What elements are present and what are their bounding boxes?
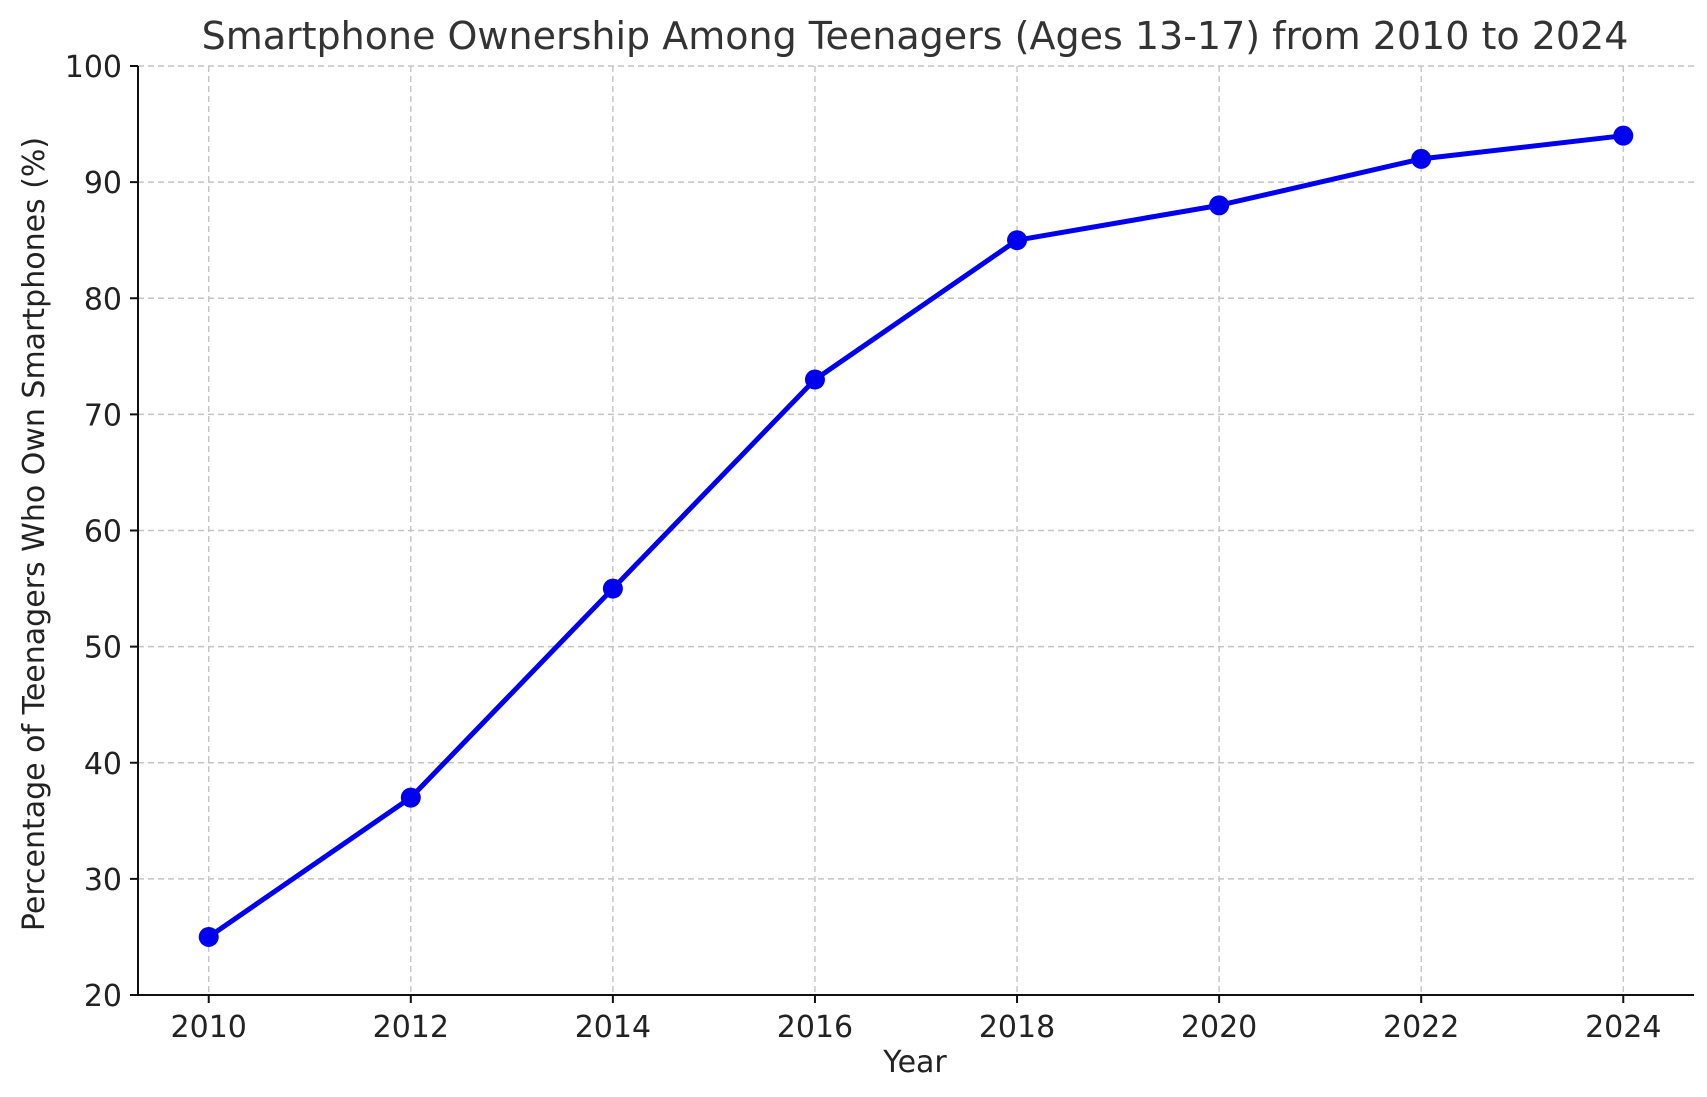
axes: 2010 2012 2014 2016 2018 2020 2022 2024 20 30 40 50… — [65, 50, 1694, 1045]
x-tick-label: 2012 — [373, 1010, 449, 1045]
data-point — [602, 578, 623, 599]
data-point — [1411, 148, 1432, 169]
series-layer — [198, 125, 1634, 947]
data-point — [1209, 195, 1230, 216]
y-tick-label: 70 — [84, 398, 122, 433]
y-tick-label: 50 — [84, 631, 122, 666]
data-point — [1613, 125, 1634, 146]
x-tick-label: 2016 — [777, 1010, 853, 1045]
x-tick-label: 2024 — [1585, 1010, 1661, 1045]
data-point — [804, 369, 825, 390]
x-tick-label: 2020 — [1181, 1010, 1257, 1045]
data-point — [1007, 230, 1028, 251]
y-tick-label: 30 — [84, 863, 122, 898]
chart-title: Smartphone Ownership Among Teenagers (Ag… — [202, 14, 1629, 58]
x-tick-label: 2010 — [171, 1010, 247, 1045]
data-point — [198, 926, 219, 947]
x-tick-label: 2022 — [1383, 1010, 1459, 1045]
x-tick-label: 2018 — [979, 1010, 1055, 1045]
data-point — [400, 787, 421, 808]
y-tick-label: 90 — [84, 166, 122, 201]
y-tick-label: 60 — [84, 515, 122, 550]
y-tick-label: 20 — [84, 979, 122, 1014]
x-axis-label: Year — [882, 1045, 947, 1080]
grid — [138, 65, 1694, 996]
y-axis-label: Percentage of Teenagers Who Own Smartpho… — [17, 137, 52, 931]
y-tick-label: 100 — [65, 50, 122, 85]
y-tick-label: 80 — [84, 282, 122, 317]
x-tick-label: 2014 — [575, 1010, 651, 1045]
series-line — [206, 133, 1626, 940]
y-tick-label: 40 — [84, 747, 122, 782]
